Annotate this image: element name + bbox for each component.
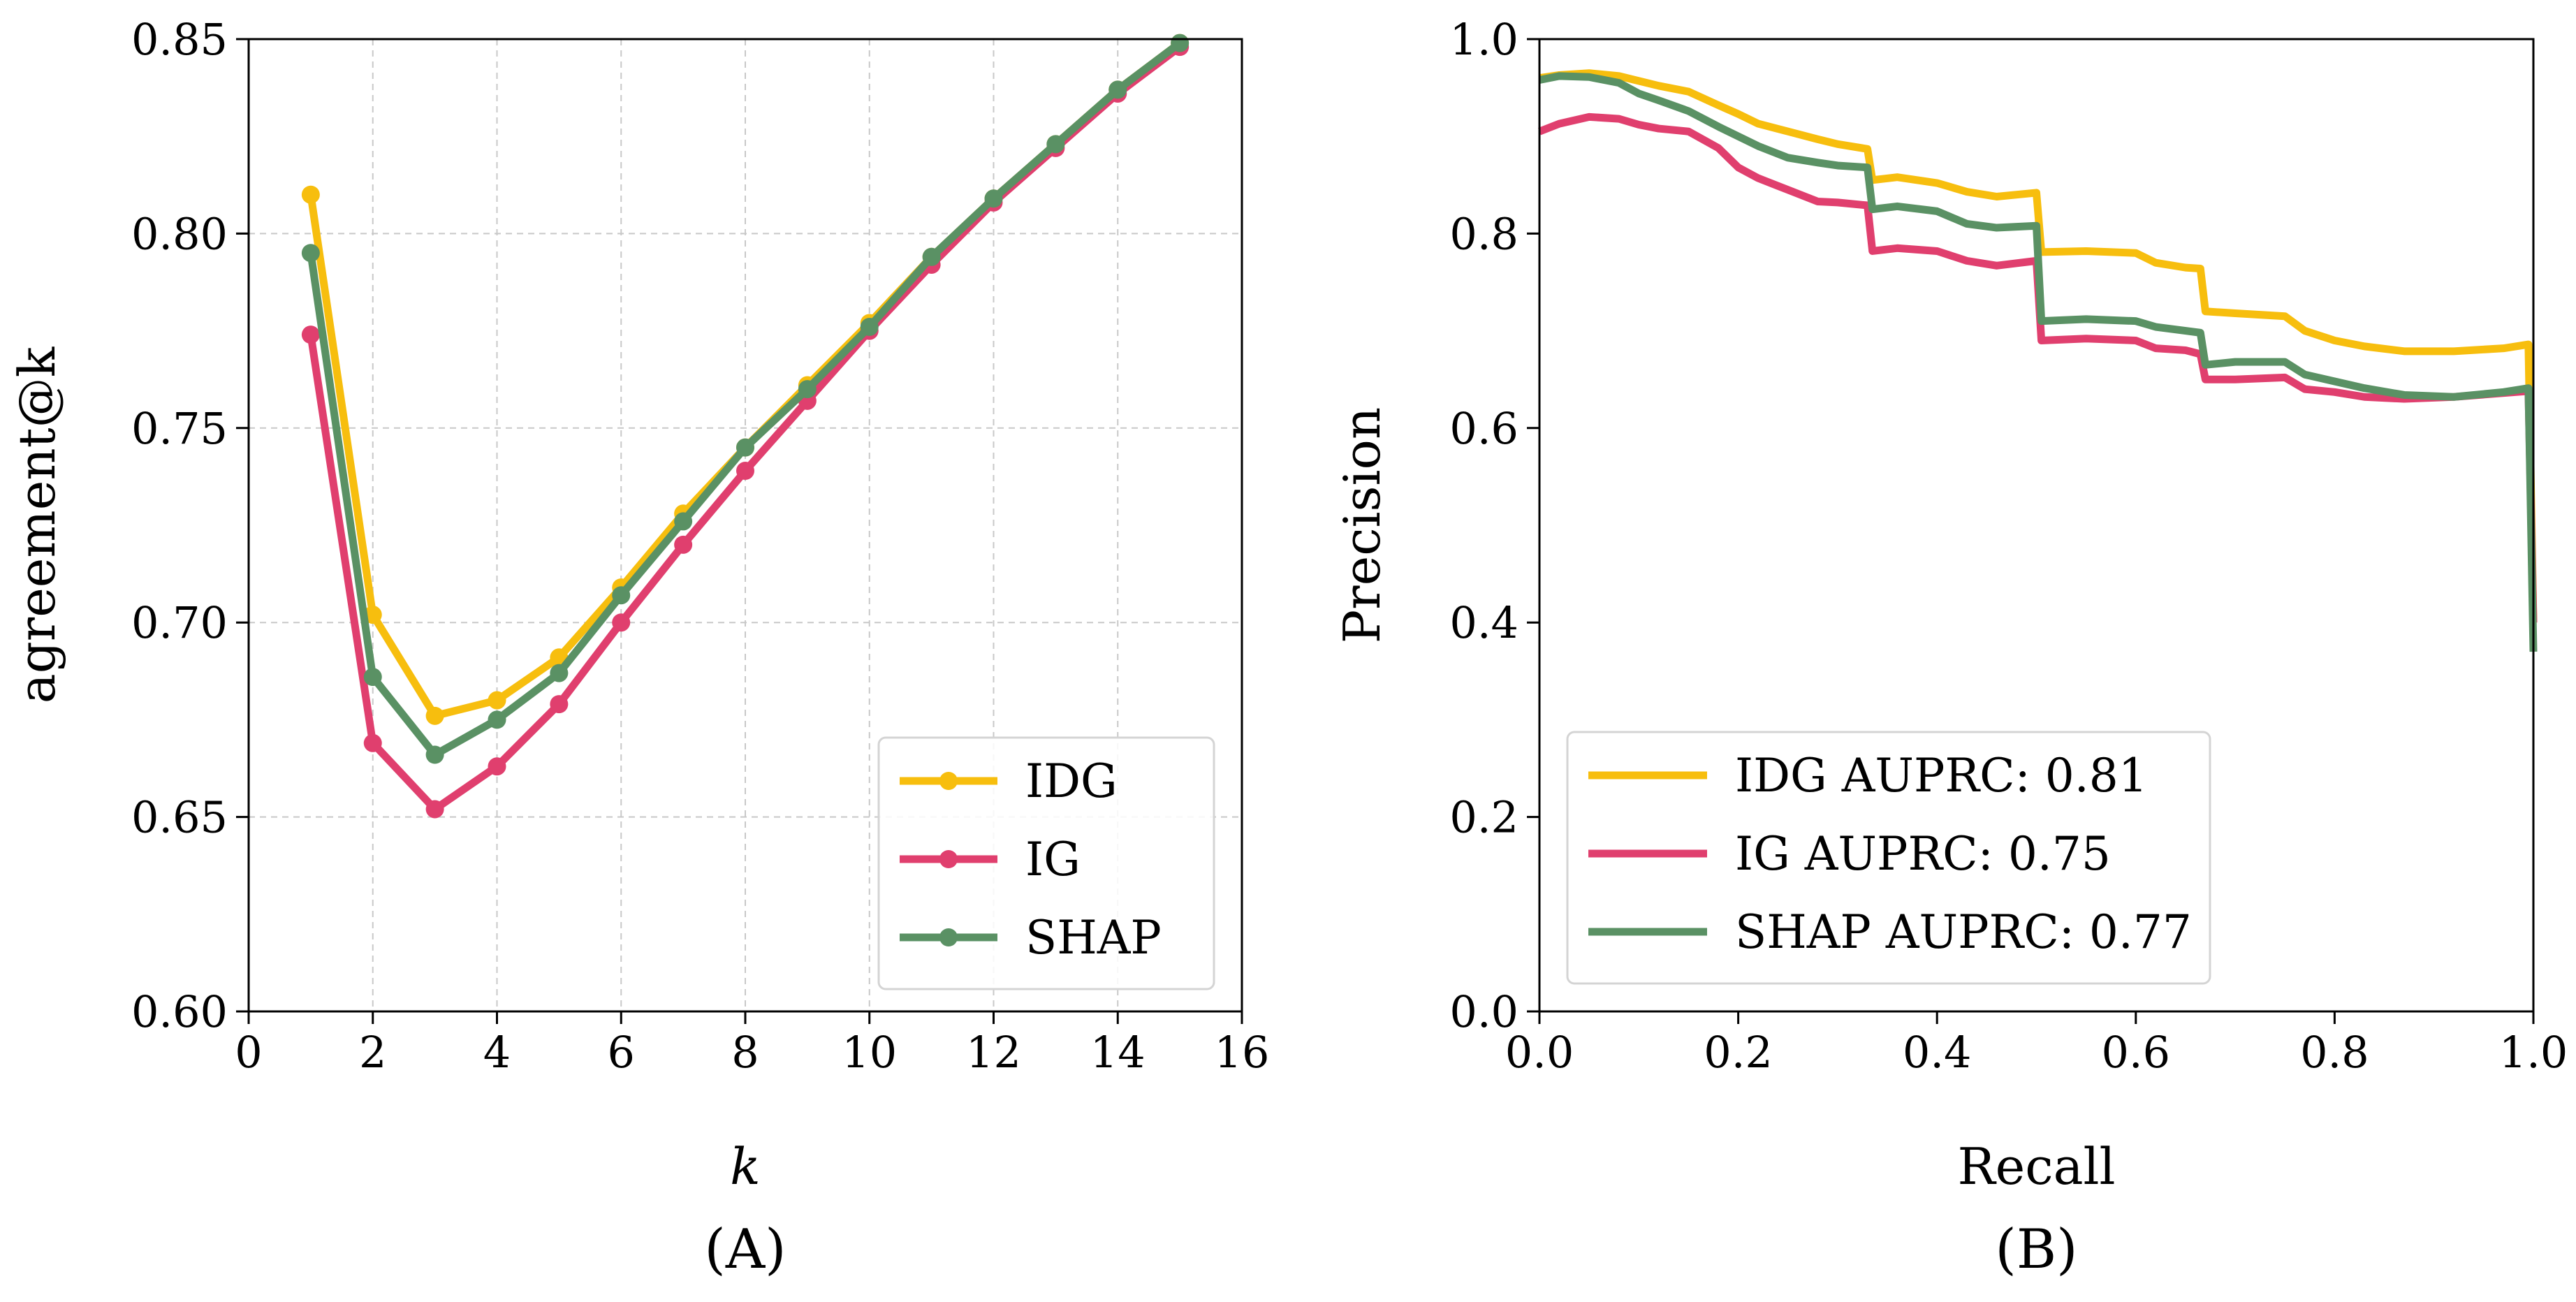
data-point-ig <box>425 800 444 819</box>
panel-a-y-tick-label: 0.65 <box>131 792 228 843</box>
data-point-ig <box>488 757 506 776</box>
data-point-shap <box>425 745 444 764</box>
data-point-shap <box>1171 34 1190 52</box>
panel-b-y-tick-label: 0.8 <box>1449 208 1518 259</box>
panel-b-precision-recall-chart: 0.0 0.2 0.4 0.6 0.8 1.0 0.0 0.2 0.4 0.6 0.8 1.0 Rec… <box>1333 14 2568 1281</box>
data-point-idg <box>425 706 444 725</box>
legend-marker-idg <box>939 772 958 790</box>
panel-b-y-tick-label: 1.0 <box>1449 14 1518 65</box>
panel-a-x-tick-label: 4 <box>483 1027 511 1078</box>
panel-a-x-tick-label: 10 <box>842 1027 897 1078</box>
legend-label-idg-auprc-0-81: IDG AUPRC: 0.81 <box>1735 749 2148 803</box>
panel-b-x-tick-label: 0.0 <box>1505 1027 1574 1078</box>
data-point-ig <box>612 613 631 632</box>
panel-a-x-tick-label: 14 <box>1090 1027 1146 1078</box>
panel-b-x-tick-label: 0.2 <box>1704 1027 1773 1078</box>
data-point-shap <box>301 244 320 263</box>
panel-b-x-tick-label: 0.6 <box>2101 1027 2170 1078</box>
panel-b-x-tick-label: 0.8 <box>2300 1027 2369 1078</box>
data-point-ig <box>301 326 320 344</box>
panel-a-x-tick-label: 6 <box>608 1027 635 1078</box>
panel-a-x-tick-label: 2 <box>359 1027 386 1078</box>
legend-marker-shap <box>939 928 958 946</box>
panel-b-ticks: 0.0 0.2 0.4 0.6 0.8 1.0 0.0 0.2 0.4 0.6 0.8 1.0 <box>1449 14 2568 1078</box>
panel-a-x-tick-label: 16 <box>1215 1027 1270 1078</box>
data-point-idg <box>301 185 320 204</box>
panel-a-series <box>301 34 1190 819</box>
panel-a-caption: (A) <box>704 1218 786 1281</box>
series-line-idg-auprc-0-81 <box>1539 69 2538 623</box>
data-point-ig <box>550 695 569 714</box>
panel-b-x-tick-label: 0.4 <box>1903 1027 1972 1078</box>
panel-a-y-tick-label: 0.70 <box>131 597 228 648</box>
panel-a-legend-box <box>877 736 1215 990</box>
panel-a-y-tick-label: 0.75 <box>131 403 228 454</box>
data-point-idg <box>363 606 382 624</box>
data-point-shap <box>550 664 569 682</box>
data-point-shap <box>612 586 631 605</box>
legend-label-ig: IG <box>1025 833 1081 886</box>
panel-b-y-tick-label: 0.0 <box>1449 986 1518 1037</box>
series-line-shap-auprc-0-77 <box>1538 72 2538 652</box>
panel-a-x-tick-label: 8 <box>731 1027 759 1078</box>
panel-a-y-tick-label: 0.85 <box>131 14 228 65</box>
data-point-shap <box>922 247 941 266</box>
panel-a-x-tick-label: 0 <box>235 1027 262 1078</box>
legend-label-idg: IDG <box>1025 754 1118 808</box>
panel-b-y-tick-label: 0.6 <box>1449 403 1518 454</box>
panel-a-agreement-chart: 0 2 4 6 8 10 12 14 160.600.650.700.750.800.85 k … <box>8 14 1269 1281</box>
data-point-ig <box>674 535 693 554</box>
data-point-shap <box>984 189 1003 208</box>
legend-label-shap-auprc-0-77: SHAP AUPRC: 0.77 <box>1735 905 2192 959</box>
legend-marker-ig <box>939 850 958 868</box>
panel-b-x-tick-label: 1.0 <box>2499 1027 2568 1078</box>
data-point-shap <box>1046 135 1065 154</box>
data-point-shap <box>674 512 693 531</box>
data-point-shap <box>736 438 754 457</box>
panel-b-y-tick-label: 0.2 <box>1449 792 1518 843</box>
panel-b-legend: IDG AUPRC: 0.81 IG AUPRC: 0.75 SHAP AUPRC:… <box>1566 731 2211 985</box>
panel-a-y-tick-label: 0.60 <box>131 986 228 1037</box>
panel-a-legend: IDG IG SHAP <box>877 736 1215 990</box>
data-point-shap <box>860 318 879 337</box>
data-point-shap <box>488 710 506 729</box>
panel-a-x-axis-label: k <box>730 1137 761 1196</box>
data-point-ig <box>736 462 754 481</box>
panel-a-y-axis-label: agreement@k <box>8 346 66 703</box>
panel-a-x-tick-label: 12 <box>966 1027 1021 1078</box>
panel-b-plot-frame <box>1538 38 2535 1013</box>
panel-a-ticks: 0 2 4 6 8 10 12 14 16 0.60 0.65 0.70 0.75 0.80 0.85 <box>131 14 1270 1078</box>
panel-b-legend-box <box>1566 731 2211 985</box>
panel-b-caption: (B) <box>1995 1218 2077 1281</box>
panel-a-y-tick-label: 0.80 <box>131 208 228 259</box>
data-point-ig <box>363 733 382 752</box>
panel-b-y-axis-label: Precision <box>1333 407 1391 644</box>
panel-b-y-tick-label: 0.4 <box>1449 597 1518 648</box>
series-line-ig-auprc-0-75 <box>1537 112 2538 623</box>
data-point-idg <box>488 691 506 710</box>
legend-label-shap: SHAP <box>1025 911 1162 965</box>
data-point-shap <box>1108 80 1127 99</box>
panel-b-series <box>1537 69 2538 652</box>
panel-b-x-axis-label: Recall <box>1957 1137 2115 1196</box>
data-point-shap <box>363 668 382 687</box>
legend-label-ig-auprc-0-75: IG AUPRC: 0.75 <box>1735 827 2111 881</box>
data-point-shap <box>798 380 817 399</box>
